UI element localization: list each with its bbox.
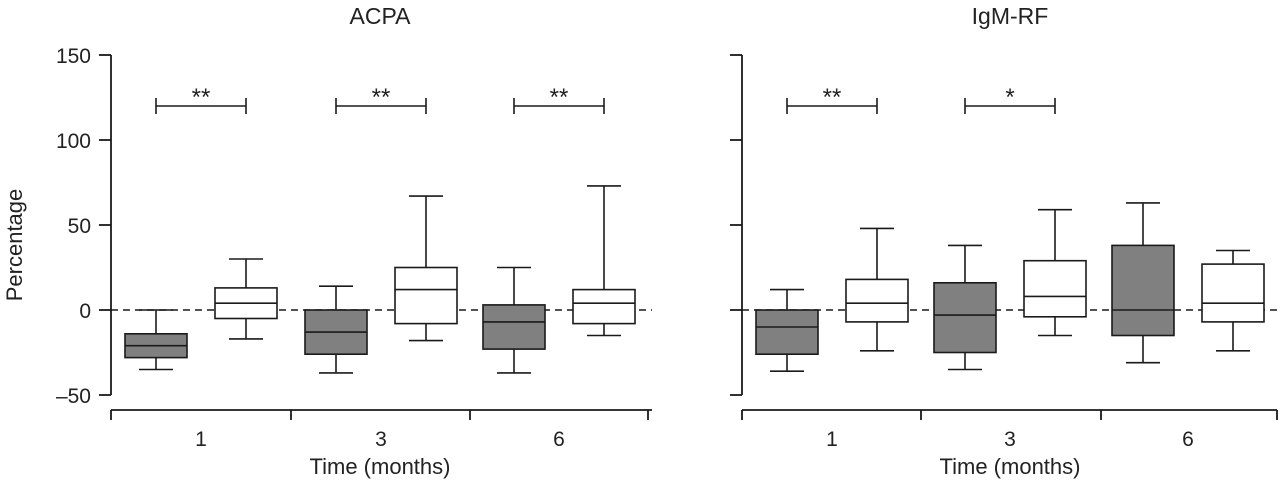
panel-igm-rf: IgM-RF Time (months) 1 3 6** * bbox=[730, 3, 1278, 479]
x-axis-label: Time (months) bbox=[940, 454, 1081, 479]
significance-bracket: ** bbox=[513, 84, 605, 114]
box-plot bbox=[482, 266, 546, 374]
significance-label: ** bbox=[550, 84, 569, 111]
box-plot bbox=[394, 195, 458, 342]
significance-label: * bbox=[1005, 84, 1014, 111]
box bbox=[394, 266, 458, 325]
box-plot bbox=[1201, 249, 1265, 352]
box bbox=[933, 281, 997, 354]
box-plot bbox=[933, 244, 997, 371]
box-plot bbox=[214, 258, 278, 340]
significance-label: ** bbox=[823, 84, 842, 111]
significance-label: ** bbox=[372, 84, 391, 111]
box bbox=[755, 309, 819, 356]
box-plot bbox=[1023, 208, 1087, 337]
y-tick-label: –50 bbox=[56, 385, 91, 408]
y-tick-label: 150 bbox=[56, 45, 91, 68]
significance-bracket: ** bbox=[786, 84, 878, 114]
x-axis-label: Time (months) bbox=[310, 454, 451, 479]
significance-label: ** bbox=[192, 84, 211, 111]
box-plot bbox=[124, 309, 188, 371]
significance-bracket: * bbox=[964, 84, 1056, 114]
x-tick-label: 6 bbox=[1182, 428, 1194, 451]
box bbox=[1201, 263, 1265, 323]
y-tick-label: 0 bbox=[79, 300, 91, 323]
x-tick-label: 6 bbox=[553, 428, 565, 451]
box-plot bbox=[845, 227, 909, 352]
box-plot bbox=[1111, 202, 1175, 364]
box-plot bbox=[304, 285, 368, 374]
x-tick-label: 3 bbox=[375, 428, 387, 451]
panel-title: ACPA bbox=[350, 3, 412, 29]
box bbox=[845, 278, 909, 323]
x-tick-label: 3 bbox=[1004, 428, 1016, 451]
box bbox=[572, 288, 636, 325]
significance-bracket: ** bbox=[155, 84, 247, 114]
x-tick-label: 1 bbox=[826, 428, 838, 451]
significance-bracket: ** bbox=[335, 84, 427, 114]
box bbox=[482, 304, 546, 350]
y-tick-label: 100 bbox=[56, 130, 91, 153]
panel-title: IgM-RF bbox=[972, 3, 1049, 29]
box bbox=[1111, 244, 1175, 337]
panel-acpa: ACPA Percentage Time (months) –50 0 50 100 1… bbox=[2, 3, 652, 479]
box bbox=[1023, 259, 1087, 318]
box-plot bbox=[572, 185, 636, 337]
box-plot bbox=[755, 288, 819, 373]
y-axis-label: Percentage bbox=[2, 189, 27, 302]
y-tick-label: 50 bbox=[68, 215, 91, 238]
x-tick-label: 1 bbox=[195, 428, 207, 451]
